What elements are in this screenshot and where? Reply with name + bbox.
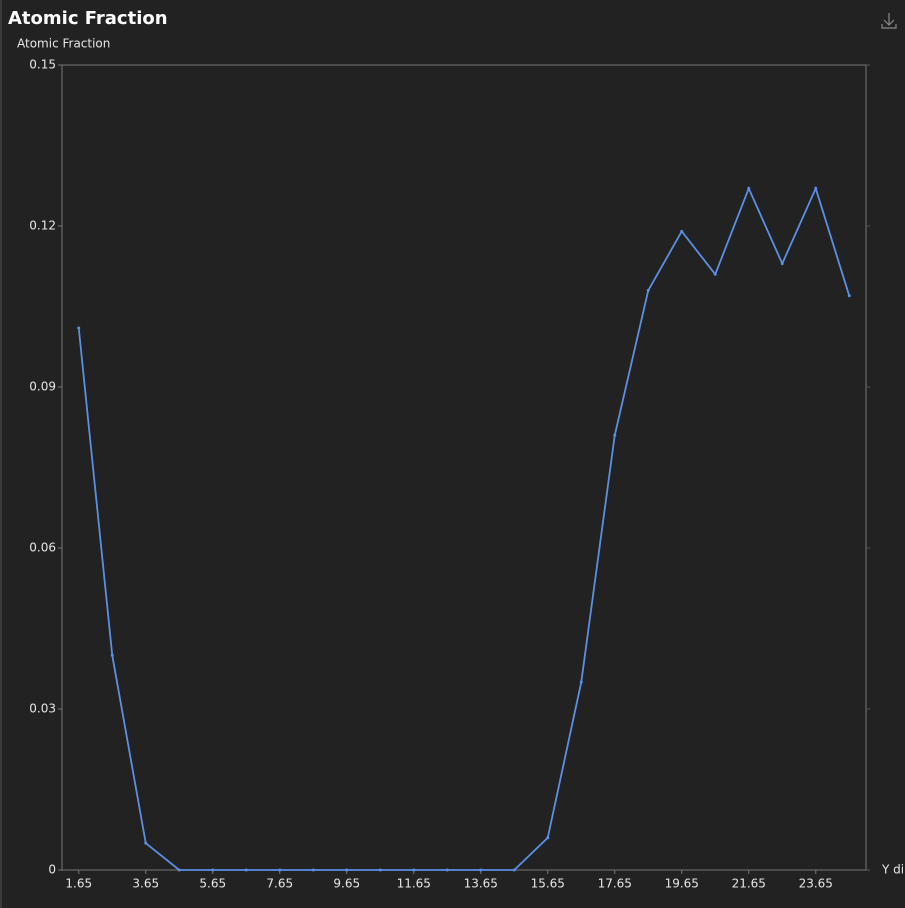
y-tick-label: 0.03 [29, 702, 56, 716]
data-point [613, 433, 617, 437]
x-tick-label: 11.65 [397, 877, 431, 891]
x-tick-label: 21.65 [732, 877, 766, 891]
x-tick-label: 23.65 [799, 877, 833, 891]
x-tick-label: 1.65 [65, 877, 92, 891]
data-point [479, 868, 483, 872]
x-tick-label: 3.65 [132, 877, 159, 891]
data-point [110, 653, 114, 657]
data-point [244, 868, 248, 872]
data-point [278, 868, 282, 872]
y-axis-label: Atomic Fraction [17, 37, 110, 51]
data-point [378, 868, 382, 872]
data-point [144, 841, 148, 845]
data-point [814, 186, 818, 190]
y-tick-label: 0.09 [29, 380, 56, 394]
x-tick-label: 19.65 [665, 877, 699, 891]
data-point [211, 868, 215, 872]
data-point [546, 836, 550, 840]
data-point [780, 262, 784, 266]
data-point [579, 680, 583, 684]
data-point [512, 868, 516, 872]
data-point [445, 868, 449, 872]
download-button[interactable] [881, 13, 897, 29]
x-tick-label: 17.65 [598, 877, 632, 891]
x-tick-label: 7.65 [266, 877, 293, 891]
y-tick-label: 0.06 [29, 541, 56, 555]
x-axis-label: Y di [881, 863, 904, 877]
data-point [713, 272, 717, 276]
data-point [412, 868, 416, 872]
y-tick-label: 0.12 [29, 219, 56, 233]
x-tick-label: 5.65 [199, 877, 226, 891]
panel-edge [0, 0, 2, 908]
data-point [311, 868, 315, 872]
x-tick-label: 13.65 [464, 877, 498, 891]
x-tick-label: 9.65 [333, 877, 360, 891]
y-tick-label: 0.15 [29, 58, 56, 72]
data-point [747, 186, 751, 190]
data-line [77, 185, 851, 871]
x-tick-label: 15.65 [531, 877, 565, 891]
data-point [345, 868, 349, 872]
data-point [177, 868, 181, 872]
chart-title: Atomic Fraction [8, 8, 168, 29]
data-point [680, 229, 684, 233]
y-tick-label: 0 [48, 863, 56, 877]
data-point [847, 294, 851, 298]
data-point [77, 326, 81, 330]
data-point [646, 288, 650, 292]
